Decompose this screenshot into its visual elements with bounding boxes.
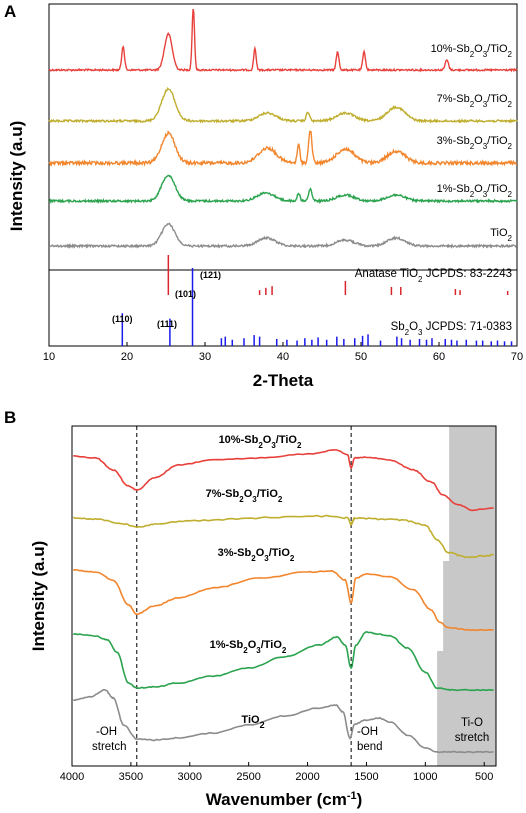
panel-a-x-ticks: 10 20 30 40 50 60 70 xyxy=(43,342,523,363)
panel-b-x-ticks: 4000 3500 3000 2500 2000 1500 1000 500 xyxy=(60,762,493,783)
panel-a-x-tick-label: 30 xyxy=(199,351,211,363)
panel-a-y-axis-title: Intensity (a.u) xyxy=(7,121,26,232)
panel-b-x-tick-label: 1000 xyxy=(413,771,437,783)
panel-b-series-line xyxy=(72,514,494,559)
reference-label-anatase: Anatase TiO2 JCPDS: 83-2243 xyxy=(355,268,512,284)
legend-label-a-3pct: 3%-Sb2O3/TiO2 xyxy=(437,135,513,151)
panel-letter-a: A xyxy=(4,2,16,21)
annotation-oh-bend: -OH bend xyxy=(357,726,383,753)
panel-b-frame xyxy=(71,425,497,767)
legend-label-a-tio2: TiO2 xyxy=(490,227,512,243)
panel-b-series-line xyxy=(73,568,494,632)
panel-b-series-group xyxy=(72,449,494,754)
panel-b-x-tick-label: 3500 xyxy=(119,771,143,783)
panel-a-series-line xyxy=(48,8,518,73)
peak-label-110: (110) xyxy=(112,314,133,324)
legend-label-b-7pct: 7%-Sb2O3/TiO2 xyxy=(206,488,283,504)
panel-b-x-axis-title: Wavenumber (cm-1) xyxy=(206,790,363,809)
panel-a-series-line xyxy=(48,130,517,167)
legend-label-b-1pct: 1%-Sb2O3/TiO2 xyxy=(210,639,287,655)
legend-label-b-10pct: 10%-Sb2O3/TiO2 xyxy=(219,434,302,450)
panel-a-x-axis-title: 2-Theta xyxy=(253,371,314,390)
panel-b-series-line xyxy=(73,449,494,512)
ti-o-shaded-region-top xyxy=(449,426,496,561)
panel-a-frame xyxy=(48,3,518,347)
peak-label-121: (121) xyxy=(200,270,221,280)
panel-a-x-tick-label: 10 xyxy=(43,351,55,363)
panel-a-series-line xyxy=(48,86,518,124)
peak-label-101: (101) xyxy=(175,289,196,299)
panel-a-series-group xyxy=(48,8,518,250)
legend-label-a-7pct: 7%-Sb2O3/TiO2 xyxy=(437,93,513,109)
legend-label-b-tio2: TiO2 xyxy=(241,714,264,730)
panel-a-x-tick-label: 50 xyxy=(355,351,367,363)
ti-o-shaded-region-mid xyxy=(443,561,496,651)
panel-b-y-axis-title: Intensity (a.u) xyxy=(29,541,48,652)
annotation-oh-stretch: -OH stretch xyxy=(92,726,127,753)
panel-a: A 10 20 30 40 50 60 70 10%-Sb2O3/TiO2 7%-Sb2O3… xyxy=(4,2,523,390)
peak-label-111: (111) xyxy=(157,319,177,329)
panel-a-x-tick-label: 60 xyxy=(433,351,445,363)
annotation-ti-o-stretch: Ti-O stretch xyxy=(455,717,490,744)
panel-b-x-tick-label: 3000 xyxy=(178,771,202,783)
panel-b-x-tick-label: 4000 xyxy=(60,771,84,783)
panel-b-series-line xyxy=(72,631,494,692)
panel-b-x-tick-label: 2500 xyxy=(236,771,260,783)
panel-b-series-line xyxy=(73,689,494,754)
panel-b-x-tick-label: 500 xyxy=(475,771,493,783)
panel-a-x-tick-label: 20 xyxy=(121,351,133,363)
panel-a-x-tick-label: 40 xyxy=(277,351,289,363)
legend-label-b-3pct: 3%-Sb2O3/TiO2 xyxy=(218,547,295,563)
legend-label-a-1pct: 1%-Sb2O3/TiO2 xyxy=(437,183,513,199)
panel-a-x-tick-label: 70 xyxy=(511,351,523,363)
panel-a-series-line xyxy=(48,174,518,205)
panel-b-x-tick-label: 1500 xyxy=(354,771,378,783)
panel-a-series-line xyxy=(48,222,518,250)
panel-b-x-tick-label: 2000 xyxy=(295,771,319,783)
panel-letter-b: B xyxy=(4,408,16,427)
reference-label-sb2o3: Sb2O3 JCPDS: 71-0383 xyxy=(391,321,512,337)
panel-a-reference-group xyxy=(121,255,513,346)
legend-label-a-10pct: 10%-Sb2O3/TiO2 xyxy=(431,43,513,59)
panel-b: B 4000 3500 3000 2500 2000 1500 1000 500 10%-Sb… xyxy=(4,408,497,809)
ti-o-shaded-region-bottom xyxy=(437,651,496,766)
